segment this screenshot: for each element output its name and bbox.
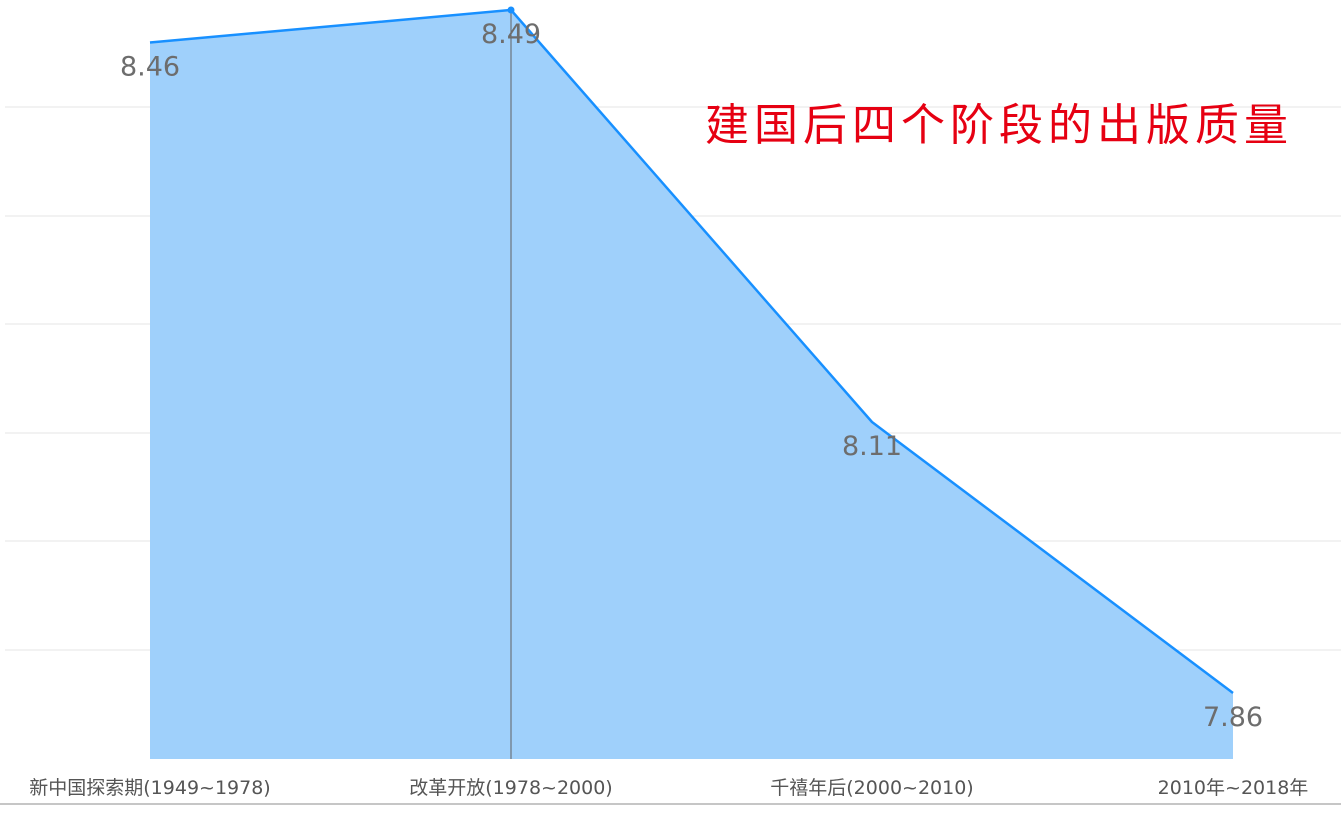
data-label: 8.46 [120, 52, 180, 83]
series-line [149, 8, 1234, 694]
data-point [507, 6, 515, 14]
series-line-layer [149, 8, 1234, 694]
data-labels: 8.46 8.49 8.11 7.86 [120, 19, 1263, 733]
x-tick-label: 新中国探索期(1949~1978) [29, 777, 270, 799]
data-label: 8.11 [842, 431, 902, 462]
area-fill-layer [150, 10, 1233, 759]
x-tick-label: 2010年~2018年 [1158, 777, 1309, 799]
x-tick-label: 改革开放(1978~2000) [409, 777, 612, 799]
data-label: 7.86 [1203, 702, 1263, 733]
series-area [150, 10, 1233, 759]
x-axis-tick-labels: 新中国探索期(1949~1978) 改革开放(1978~2000) 千禧年后(200… [29, 777, 1308, 799]
data-point-layer [507, 6, 515, 14]
data-label: 8.49 [481, 19, 541, 50]
chart-title: 建国后四个阶段的出版质量 [705, 100, 1293, 151]
x-tick-label: 千禧年后(2000~2010) [770, 777, 973, 799]
